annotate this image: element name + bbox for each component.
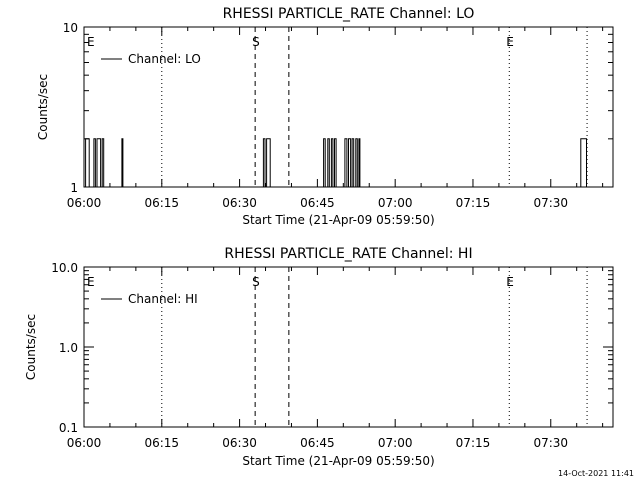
x-tick-label: 06:45 [300,436,335,450]
x-axis-label: Start Time (21-Apr-09 05:59:50) [242,454,434,468]
y-axis-label: Counts/sec [36,74,50,140]
x-tick-label: 06:15 [144,436,179,450]
event-marker: E [87,35,95,49]
y-tick-label: 1 [70,181,78,195]
event-marker: S [252,35,260,49]
y-axis-label: Counts/sec [24,314,38,380]
y-tick-label: 0.1 [59,421,78,435]
event-marker: S [252,275,260,289]
x-tick-label: 06:15 [144,196,179,210]
x-tick-label: 06:00 [67,196,102,210]
x-tick-label: 06:00 [67,436,102,450]
x-tick-label: 07:15 [456,436,491,450]
legend-label: Channel: LO [128,52,201,66]
x-axis-label: Start Time (21-Apr-09 05:59:50) [242,213,434,227]
event-marker: E [506,35,514,49]
x-tick-label: 06:30 [222,196,257,210]
x-tick-label: 07:30 [533,436,568,450]
legend-label: Channel: HI [128,292,198,306]
event-marker: E [506,275,514,289]
y-tick-label: 10.0 [51,261,78,275]
x-tick-label: 06:30 [222,436,257,450]
chart-title: RHESSI PARTICLE_RATE Channel: HI [224,246,472,262]
footer-timestamp: 14-Oct-2021 11:41 [558,469,634,478]
x-tick-label: 07:15 [456,196,491,210]
x-tick-label: 07:30 [533,196,568,210]
y-tick-label: 1.0 [59,341,78,355]
y-tick-label: 10 [63,21,78,35]
x-tick-label: 07:00 [378,196,413,210]
plot-frame [83,266,614,428]
x-tick-label: 06:45 [300,196,335,210]
event-marker: E [87,275,95,289]
chart-title: RHESSI PARTICLE_RATE Channel: LO [223,6,475,22]
data-series-line [84,138,590,188]
x-tick-label: 07:00 [378,436,413,450]
